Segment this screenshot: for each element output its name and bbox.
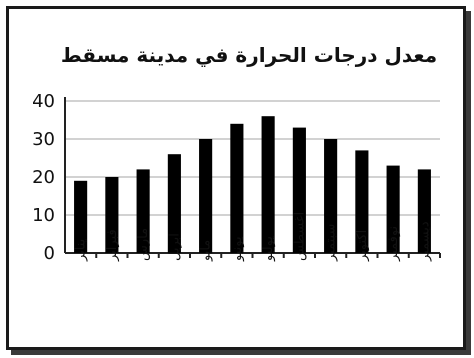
bar-5 (199, 139, 213, 253)
bar-2 (105, 177, 119, 253)
x-tick-label: يوليو (261, 236, 276, 262)
x-tick-label: يونيو (230, 236, 245, 262)
x-tick-label: ابريل (167, 233, 182, 261)
x-tick-label: مارس (136, 228, 151, 261)
bar-4 (167, 154, 181, 253)
x-tick-label: يناير (74, 238, 89, 262)
bar-9 (324, 139, 338, 253)
y-tick-label: 0 (44, 243, 55, 264)
bar-1 (74, 180, 88, 253)
bar-12 (417, 169, 431, 253)
y-tick-label: 30 (32, 129, 55, 150)
bar-11 (386, 165, 400, 253)
bar-3 (136, 169, 150, 253)
x-tick-label: ديسمبر (417, 221, 432, 262)
y-tick-label: 10 (32, 205, 55, 226)
x-tick-label: اغسطس (292, 212, 307, 261)
x-tick-label: اكتوبر (355, 230, 370, 262)
bar-6 (230, 123, 244, 253)
chart-frame: معدل درجات الحرارة في مدينة مسقط 0 10 20 30… (6, 6, 466, 350)
y-tick-label: 20 (32, 167, 55, 188)
x-tick-label: فبراير (105, 229, 120, 262)
x-tick-label: سبتمبر (324, 224, 339, 262)
temperature-bar-chart: معدل درجات الحرارة في مدينة مسقط 0 10 20 30… (32, 43, 441, 264)
bar-7 (261, 116, 275, 253)
bar-8 (292, 127, 306, 253)
bar-10 (355, 150, 369, 253)
chart-title: معدل درجات الحرارة في مدينة مسقط (61, 43, 437, 68)
x-tick-label: نوفمبر (386, 226, 401, 262)
x-tick-label: مايو (199, 240, 214, 262)
y-tick-label: 40 (32, 91, 55, 112)
